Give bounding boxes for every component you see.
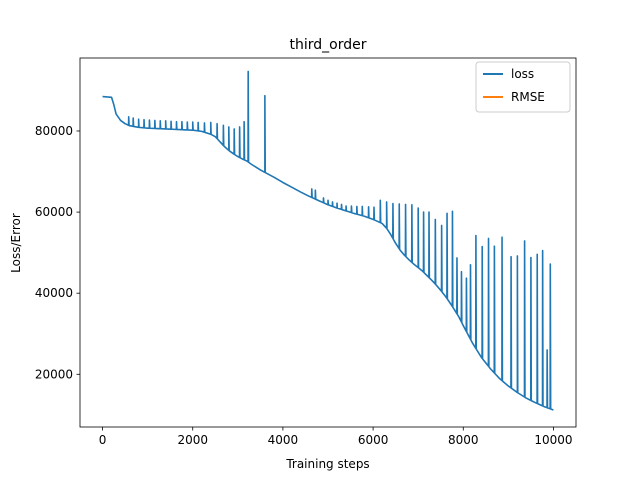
x-tick-label: 2000 (177, 433, 208, 447)
x-axis-label: Training steps (285, 457, 369, 471)
x-tick-label: 6000 (358, 433, 389, 447)
plot-frame (79, 57, 577, 428)
series-layer (102, 70, 554, 411)
chart-title: third_order (290, 37, 367, 53)
y-tick-label: 80000 (35, 124, 73, 138)
y-tick-label: 40000 (35, 286, 73, 300)
legend: loss RMSE (475, 61, 571, 113)
x-tick-label: 4000 (268, 433, 299, 447)
x-tick-label: 8000 (448, 433, 479, 447)
x-tick-label: 10000 (534, 433, 572, 447)
y-tick-label: 20000 (35, 367, 73, 381)
x-tick-label: 0 (99, 433, 107, 447)
y-tick-label: 60000 (35, 205, 73, 219)
legend-label-loss: loss (511, 67, 534, 81)
y-axis-label: Loss/Error (9, 213, 23, 273)
series-line-loss (102, 70, 554, 411)
legend-label-rmse: RMSE (511, 90, 545, 104)
axes-layer: 0 2000 4000 6000 8000 10000 20000 40000 60000 800… (35, 57, 577, 447)
